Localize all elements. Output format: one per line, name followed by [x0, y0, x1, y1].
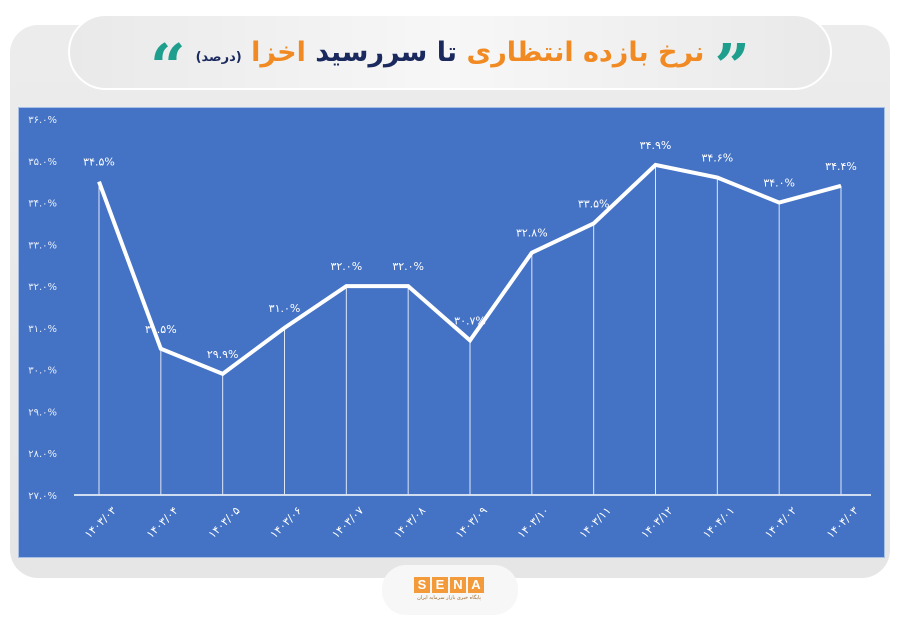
y-tick-label: ۳۶.۰% [28, 115, 57, 126]
logo-letter: A [468, 577, 484, 593]
y-tick-label: ۳۰.۰% [28, 366, 57, 377]
data-label: ۳۴.۵% [83, 156, 115, 169]
x-tick-label: ۱۴۰۴/۰۲ [762, 504, 799, 541]
title-part-1: نرخ بازده انتظاری [466, 36, 705, 68]
data-label: ۲۹.۹% [207, 348, 239, 361]
logo-letter: E [432, 577, 448, 593]
y-tick-label: ۲۷.۰% [28, 491, 57, 502]
x-tick-label: ۱۴۰۴/۰۱ [700, 504, 737, 541]
data-line [97, 162, 842, 377]
plot-panel: ۲۷.۰% ۲۸.۰% ۲۹.۰% ۳۰.۰% ۳۱.۰% ۳۲.۰% ۳۳.۰% ۳۴.۰%… [18, 107, 885, 558]
opening-quote-icon: “ [149, 30, 186, 103]
closing-quote-icon: ” [714, 30, 751, 103]
title-banner: ” نرخ بازده انتظاری تا سررسید اخزا (درصد… [68, 14, 832, 103]
data-label: ۳۰.۵% [145, 323, 177, 336]
data-label: ۳۴.۶% [701, 151, 733, 164]
data-label: ۳۴.۹% [640, 139, 672, 152]
logo-letter: N [450, 577, 466, 593]
x-tick-label: ۱۴۰۳/۰۹ [453, 504, 490, 541]
line-chart: ۲۷.۰% ۲۸.۰% ۲۹.۰% ۳۰.۰% ۳۱.۰% ۳۲.۰% ۳۳.۰% ۳۴.۰%… [28, 115, 871, 541]
data-label: ۳۴.۰% [763, 177, 795, 190]
data-label: ۳۴.۴% [825, 160, 857, 173]
data-label: ۳۲.۰% [330, 260, 362, 273]
x-tick-label: ۱۴۰۴/۰۳ [824, 504, 861, 541]
x-tick-label: ۱۴۰۳/۱۲ [639, 504, 676, 541]
logo-letter: S [414, 577, 430, 593]
chart-title: نرخ بازده انتظاری تا سررسید اخزا (درصد) [196, 37, 705, 68]
data-label: ۳۲.۰% [392, 260, 424, 273]
x-tick-label: ۱۴۰۳/۰۸ [391, 504, 428, 541]
data-label: ۳۰.۷% [454, 314, 486, 327]
title-unit: (درصد) [195, 49, 242, 65]
x-tick-label: ۱۴۰۳/۰۶ [268, 504, 305, 541]
x-tick-label: ۱۴۰۳/۰۷ [329, 504, 366, 541]
x-tick-label: ۱۴۰۳/۰۴ [144, 504, 181, 541]
y-tick-label: ۲۸.۰% [28, 449, 57, 460]
y-tick-label: ۳۵.۰% [28, 157, 57, 168]
title-part-3: اخزا [251, 36, 306, 68]
x-tick-label: ۱۴۰۳/۰۵ [206, 504, 243, 541]
x-tick-label: ۱۴۰۳/۱۱ [577, 504, 614, 541]
y-tick-label: ۳۴.۰% [28, 199, 57, 210]
y-tick-label: ۳۱.۰% [28, 324, 57, 335]
y-tick-label: ۳۲.۰% [28, 282, 57, 293]
data-label: ۳۲.۸% [516, 227, 548, 240]
y-tick-label: ۲۹.۰% [28, 407, 57, 418]
x-tick-label: ۱۴۰۳/۱۰ [515, 504, 552, 541]
logo-caption: پایگاه خبری بازار سرمایه ایران [417, 595, 481, 601]
x-tick-label: ۱۴۰۳/۰۳ [82, 504, 119, 541]
data-label: ۳۱.۰% [269, 302, 301, 315]
y-tick-label: ۳۳.۰% [28, 240, 57, 251]
title-part-2: تا سررسید [315, 36, 458, 68]
data-label: ۳۳.۵% [578, 197, 610, 210]
